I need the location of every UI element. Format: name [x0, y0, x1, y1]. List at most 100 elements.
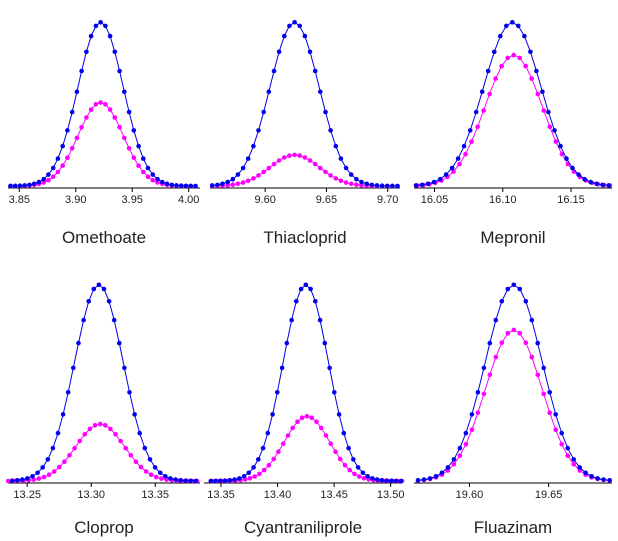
- series-1-point: [395, 183, 400, 189]
- chart-panel-2: 9.60 9.65 9.70 Thiacloprid: [209, 20, 400, 247]
- series-2-point: [328, 441, 334, 447]
- series-2-point: [118, 438, 123, 444]
- series-1-point: [415, 478, 421, 483]
- series-1-point: [111, 317, 117, 323]
- series-1-point: [473, 109, 479, 115]
- series-line-1: [417, 284, 610, 481]
- series-1-point: [131, 128, 137, 133]
- series-1-point: [36, 179, 42, 185]
- chart-panel-4: 13.25 13.30 13.35 Cloprop: [5, 282, 200, 537]
- series-1-point: [451, 457, 457, 462]
- series-2-point: [302, 155, 308, 160]
- series-2-point: [98, 100, 103, 105]
- series-2-point: [290, 425, 296, 431]
- series-2-point: [475, 124, 480, 130]
- series-1-point: [65, 390, 71, 395]
- series-2-point: [343, 180, 349, 185]
- series-2-point: [499, 63, 504, 69]
- series-1-point: [284, 340, 290, 346]
- series-1-point: [289, 317, 294, 323]
- series-1-point: [390, 183, 395, 189]
- series-1-point: [227, 478, 233, 483]
- series-1-point: [20, 477, 25, 482]
- series-1-point: [220, 181, 225, 187]
- series-1-point: [552, 128, 557, 133]
- series-1-point: [522, 33, 527, 39]
- series-1-point: [393, 478, 399, 484]
- series-2-point: [57, 464, 62, 470]
- series-1-point: [570, 165, 575, 171]
- series-1-point: [137, 430, 142, 436]
- series-1-point: [298, 286, 304, 292]
- x-tick-label: 19.65: [535, 489, 563, 501]
- series-1-point: [317, 317, 323, 323]
- series-line-2: [417, 329, 610, 481]
- series-1-point: [294, 299, 299, 304]
- series-2-point: [266, 165, 272, 171]
- series-1-point: [76, 340, 81, 346]
- series-2-point: [338, 178, 344, 184]
- series-1-point: [22, 183, 28, 188]
- series-1-point: [355, 465, 361, 470]
- series-1-point: [117, 68, 122, 74]
- series-2-point: [113, 432, 118, 437]
- series-2-point: [256, 173, 261, 178]
- series-2-point: [328, 173, 333, 178]
- series-1-point: [74, 89, 80, 94]
- series-1-point: [8, 183, 13, 189]
- series-1-point: [559, 430, 564, 436]
- series-1-point: [510, 20, 515, 25]
- series-1-point: [546, 109, 551, 115]
- series-1-point: [328, 128, 333, 133]
- series-2-point: [266, 462, 272, 468]
- series-1-point: [245, 156, 251, 161]
- series-2-point: [136, 163, 141, 168]
- series-1-point: [571, 457, 576, 462]
- series-1-point: [504, 23, 509, 29]
- series-2-point: [517, 330, 523, 336]
- series-1-point: [437, 176, 443, 182]
- series-1-point: [79, 68, 84, 74]
- series-1-point: [370, 476, 375, 481]
- series-1-point: [327, 365, 332, 371]
- series-2-point: [342, 462, 348, 468]
- series-1-point: [142, 445, 148, 451]
- series-1-point: [251, 143, 256, 149]
- series-2-point: [475, 410, 481, 416]
- series-1-point: [150, 172, 156, 177]
- series-1-point: [188, 183, 193, 189]
- series-1-point: [341, 430, 347, 436]
- series-2-point: [154, 474, 159, 480]
- series-1-point: [292, 20, 297, 25]
- series-2-point: [541, 108, 547, 113]
- series-1-point: [492, 49, 497, 55]
- series-2-point: [312, 161, 318, 167]
- series-2-point: [559, 151, 565, 157]
- series-1-point: [443, 172, 449, 177]
- series-1-point: [237, 476, 242, 481]
- series-1-point: [275, 390, 280, 395]
- series-1-point: [348, 172, 354, 177]
- compound-title: Thiacloprid: [263, 228, 346, 247]
- series-2-point: [505, 55, 511, 61]
- series-1-point: [117, 340, 122, 346]
- series-1-point: [55, 156, 61, 161]
- series-2-point: [126, 146, 132, 151]
- series-1-point: [485, 68, 491, 74]
- series-1-point: [469, 412, 475, 417]
- series-1-point: [60, 412, 66, 417]
- series-2-point: [463, 151, 468, 157]
- series-1-point: [583, 470, 588, 476]
- series-2-point: [36, 476, 42, 481]
- series-1-point: [517, 286, 523, 292]
- series-2-point: [74, 135, 80, 141]
- series-1-point: [364, 181, 370, 187]
- series-2-point: [535, 91, 541, 97]
- series-2-point: [323, 169, 328, 175]
- series-2-point: [155, 180, 160, 185]
- series-1-point: [493, 317, 499, 323]
- series-1-point: [336, 412, 342, 417]
- series-1-point: [558, 143, 563, 149]
- series-1-point: [379, 183, 385, 188]
- series-2-point: [553, 139, 559, 144]
